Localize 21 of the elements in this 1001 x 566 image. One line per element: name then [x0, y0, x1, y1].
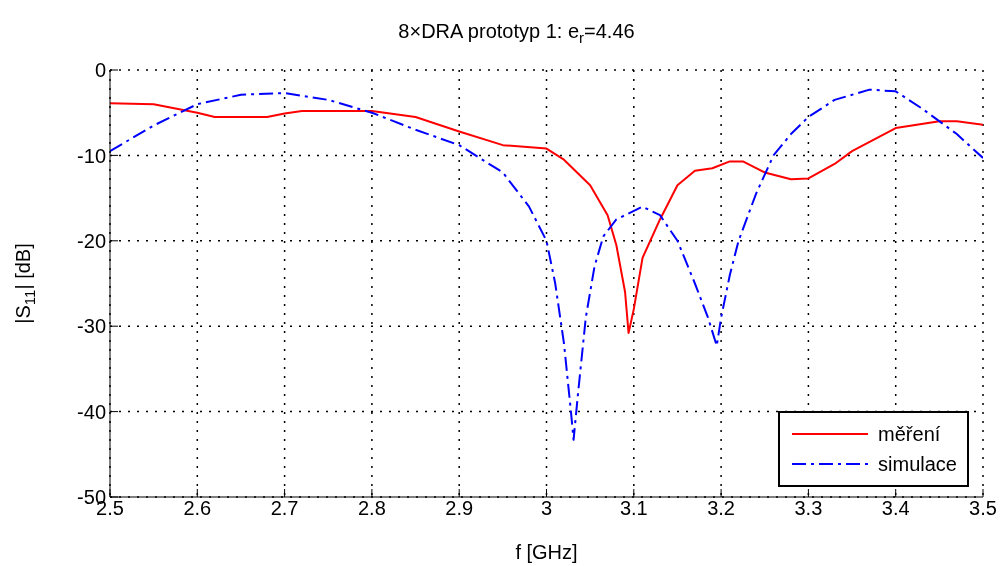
x-tick-label: 2.8 — [357, 497, 386, 520]
legend-label: měření — [878, 422, 941, 446]
chart-title: 8×DRA prototyp 1: e$_{r}$=4.46 — [398, 20, 635, 46]
x-tick-label: 3.4 — [881, 497, 910, 520]
x-tick-label: 2.6 — [183, 497, 212, 520]
x-tick-label: 3 — [540, 497, 553, 520]
line-series — [110, 102, 983, 335]
x-tick-label: 2.7 — [270, 497, 299, 520]
y-tick-label: -30 — [77, 315, 106, 338]
x-axis-title: f [GHz] — [515, 541, 578, 563]
x-tick-label: 2.9 — [445, 497, 474, 520]
y-tick-label: -40 — [77, 400, 106, 423]
x-tick-label: 3.5 — [969, 497, 997, 520]
line-series — [110, 88, 983, 441]
legend-label: simulace — [878, 452, 957, 476]
x-tick-label: 3.2 — [707, 497, 736, 520]
y-tick-label: -10 — [77, 144, 106, 167]
x-tick-label: 3.1 — [619, 497, 648, 520]
y-tick-label: -20 — [77, 229, 106, 252]
y-tick-label: 0 — [94, 59, 106, 82]
x-tick-label: 3.3 — [794, 497, 823, 520]
